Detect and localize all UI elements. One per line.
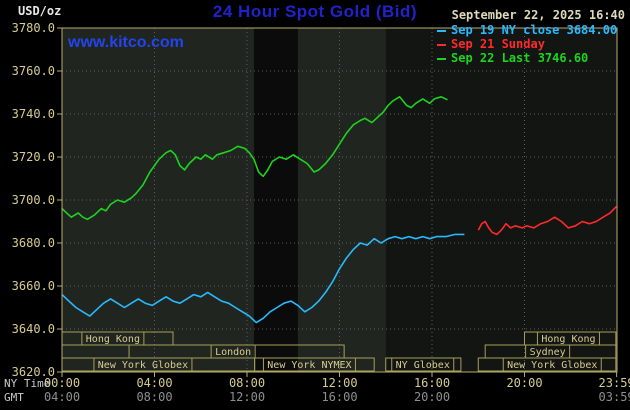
legend-item-sep22-last: Sep 22 Last 3746.60 <box>437 51 617 65</box>
y-tick-label: 3700.0 <box>12 193 55 207</box>
page-title: 24 Hour Spot Gold (Bid) <box>212 2 418 21</box>
y-tick-label: 3720.0 <box>12 150 55 164</box>
unit-label: USD/oz <box>18 4 62 18</box>
x-tick-label-gmt: 20:00 <box>414 390 450 404</box>
session-label-box <box>502 357 602 372</box>
session-label: Hong Kong <box>541 334 595 345</box>
legend-line-swatch-icon <box>437 29 446 32</box>
y-tick-label: 3760.0 <box>12 64 55 78</box>
session-label-box <box>391 357 455 372</box>
x-tick-label-gmt: 04:00 <box>44 390 80 404</box>
datetime-label: September 22, 2025 16:40 <box>451 8 625 22</box>
legend-label: Sep 19 NY close 3684.00 <box>451 23 618 37</box>
x-tick-label-ny: 23:59 <box>599 376 630 390</box>
x-tick-label-gmt: 12:00 <box>229 390 265 404</box>
session-label: New York Globex <box>98 360 188 371</box>
x-tick-label-gmt: 08:00 <box>136 390 172 404</box>
session-label-box <box>81 331 145 346</box>
x-tick-label-ny: 04:00 <box>136 376 172 390</box>
session-label: New York Globex <box>507 360 597 371</box>
x-tick-label-ny: 16:00 <box>414 376 450 390</box>
x-tick-label-ny: 12:00 <box>321 376 357 390</box>
session-label: New York NYMEX <box>267 360 351 371</box>
x-tick-label-ny: 08:00 <box>229 376 265 390</box>
legend-item-sep19-close: Sep 19 NY close 3684.00 <box>437 23 617 37</box>
ny-time-axis-label: NY Time <box>4 377 51 390</box>
y-tick-label: 3780.0 <box>12 21 55 35</box>
y-tick-label: 3640.0 <box>12 322 55 336</box>
series-line-sep19-ny-close <box>61 233 465 324</box>
session-label-box <box>262 357 356 372</box>
session-label: London <box>215 347 251 358</box>
x-tick-label-gmt: 03:59 <box>599 390 630 404</box>
session-label: NY Globex <box>396 360 450 371</box>
session-label: Hong Kong <box>86 334 140 345</box>
legend-label: Sep 22 Last 3746.60 <box>451 51 589 65</box>
legend-line-swatch-icon <box>437 43 446 46</box>
chart-legend: Sep 19 NY close 3684.00 Sep 21 Sunday Se… <box>437 23 617 65</box>
x-tick-label-gmt: 16:00 <box>321 390 357 404</box>
kitco-watermark-link[interactable]: www.kitco.com <box>68 34 184 51</box>
series-line-sep22-current <box>61 96 448 221</box>
x-tick-label-ny: 00:00 <box>44 376 80 390</box>
y-tick-label: 3620.0 <box>12 365 55 379</box>
session-label: Sydney <box>530 347 566 358</box>
legend-item-sep21-sunday: Sep 21 Sunday <box>437 37 617 51</box>
legend-line-swatch-icon <box>437 57 446 60</box>
y-tick-label: 3680.0 <box>12 236 55 250</box>
legend-label: Sep 21 Sunday <box>451 37 545 51</box>
session-label-box <box>93 357 193 372</box>
gmt-axis-label: GMT <box>4 391 24 404</box>
x-tick-label-ny: 20:00 <box>506 376 542 390</box>
y-tick-label: 3740.0 <box>12 107 55 121</box>
series-line-sep21-sunday <box>477 205 618 236</box>
y-tick-label: 3660.0 <box>12 279 55 293</box>
